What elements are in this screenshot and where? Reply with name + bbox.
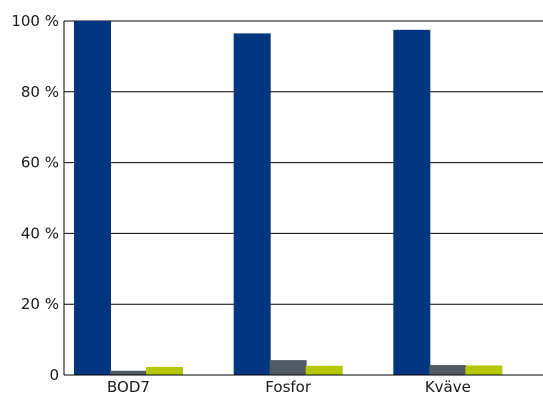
gridlines: [64, 20, 543, 305]
y-tick-labels: 0 20 % 40 % 60 % 80 % 100 %: [11, 12, 59, 384]
x-tick-label-bod7: BOD7: [107, 378, 150, 396]
y-tick-label-100: 100 %: [11, 12, 59, 30]
y-tick-label-20: 20 %: [21, 295, 59, 313]
x-tick-label-fosfor: Fosfor: [265, 378, 312, 396]
bar-fosfor-series-2: [269, 360, 307, 375]
bar-bod7-series-2: [110, 370, 147, 375]
y-tick-label-60: 60 %: [21, 154, 59, 172]
y-tick-label-40: 40 %: [21, 224, 59, 242]
bar-kväve-series-2: [429, 365, 467, 375]
bar-kväve-series-3: [465, 365, 503, 375]
bar-fosfor-series-3: [305, 365, 343, 375]
bar-bod7-series-1: [74, 21, 111, 375]
x-tick-label-kväve: Kväve: [425, 378, 471, 396]
bar-kväve-series-1: [393, 29, 431, 375]
y-tick-label-80: 80 %: [21, 83, 59, 101]
y-tick-label-0: 0: [49, 366, 59, 384]
bar-fosfor-series-1: [233, 33, 271, 375]
axes: [63, 21, 543, 376]
bars: [74, 21, 503, 375]
bar-bod7-series-3: [146, 366, 183, 375]
x-tick-labels: BOD7 Fosfor Kväve: [107, 378, 471, 396]
